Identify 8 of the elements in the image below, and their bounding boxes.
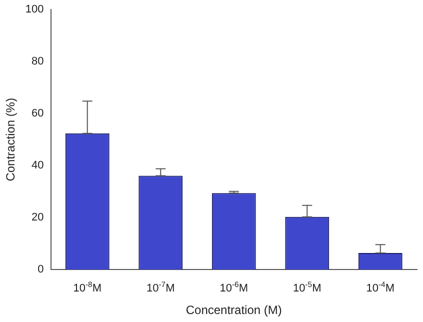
y-tick-label: 20 xyxy=(32,212,44,224)
y-tick-label: 40 xyxy=(32,160,44,172)
y-tick-label: 80 xyxy=(32,56,44,68)
x-axis-title: Concentration (M) xyxy=(186,303,282,318)
y-tick-label: 100 xyxy=(25,4,44,16)
y-axis-title: Contraction (%) xyxy=(4,98,18,182)
y-tick-label: 60 xyxy=(32,108,44,120)
y-tick-label: 0 xyxy=(38,264,44,276)
